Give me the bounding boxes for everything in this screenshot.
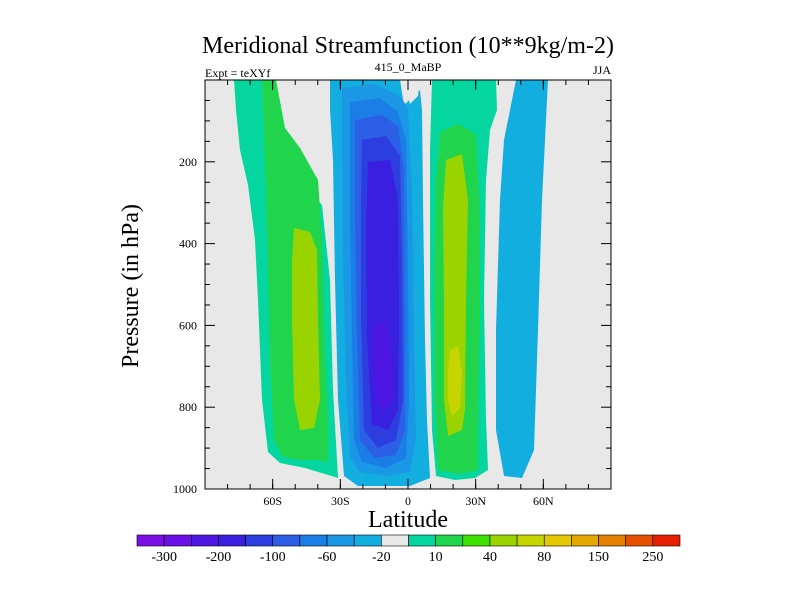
nh-cell-peak <box>448 346 462 416</box>
colorbar-label: -100 <box>260 550 286 565</box>
colorbar-swatch <box>326 534 355 547</box>
colorbar-label: -300 <box>151 550 177 565</box>
colorbar-label: -200 <box>206 550 232 565</box>
subtitle-center: 415_0_MaBP <box>375 60 442 74</box>
colorbar-label: -20 <box>372 550 391 565</box>
y-tick-label: 600 <box>179 318 197 332</box>
x-axis-label: Latitude <box>368 507 448 533</box>
contour-fills <box>234 80 548 486</box>
y-tick-label: 1000 <box>173 482 197 496</box>
colorbar-swatch <box>543 534 572 547</box>
subtitle-right: JJA <box>593 63 611 77</box>
colorbar-swatch <box>353 534 382 547</box>
nh-polar-cell <box>496 80 548 478</box>
colorbar-swatch <box>435 534 464 547</box>
colorbar-swatch <box>299 534 328 547</box>
equator-gap <box>403 80 420 104</box>
x-tick-label: 30S <box>331 494 350 508</box>
colorbar-label: 10 <box>429 550 443 565</box>
y-tick-label: 200 <box>179 155 197 169</box>
colorbar-label: 150 <box>588 550 609 565</box>
chart-title: Meridional Streamfunction (10**9kg/m-2) <box>202 33 614 59</box>
sh-cell-core <box>292 228 320 430</box>
colorbar-swatch <box>462 534 491 547</box>
colorbar-swatch <box>163 534 192 547</box>
x-axis: 60S 30S 0 30N 60N <box>204 80 612 508</box>
subtitle-left: Expt = teXYf <box>205 66 270 80</box>
colorbar-swatch <box>625 534 654 547</box>
colorbar-swatch <box>136 534 165 547</box>
colorbar-swatch <box>652 534 681 547</box>
colorbar-label: 80 <box>537 550 551 565</box>
colorbar-swatch <box>245 534 274 547</box>
x-tick-label: 60N <box>533 494 554 508</box>
colorbar-swatch <box>516 534 545 547</box>
colorbar-swatch <box>571 534 599 547</box>
colorbar-swatch <box>408 534 436 547</box>
hadley-core <box>374 322 392 410</box>
y-axis: 200 400 600 800 1000 <box>173 99 611 496</box>
colorbar-label: 40 <box>483 550 497 565</box>
x-tick-label: 0 <box>405 494 411 508</box>
y-axis-label: Pressure (in hPa) <box>118 204 144 368</box>
colorbar-label: -60 <box>318 550 337 565</box>
colorbar-swatch <box>272 534 301 547</box>
x-tick-label: 60S <box>263 494 282 508</box>
colorbar-swatch <box>598 534 626 547</box>
colorbar: -300 -200 -100 -60 -20 10 40 80 150 250 <box>136 534 681 565</box>
y-tick-label: 800 <box>179 400 197 414</box>
y-tick-label: 400 <box>179 237 197 251</box>
x-tick-label: 30N <box>465 494 486 508</box>
colorbar-swatch <box>218 534 246 547</box>
colorbar-swatch <box>489 534 518 547</box>
colorbar-label: 250 <box>642 550 663 565</box>
colorbar-swatch <box>191 534 219 547</box>
colorbar-swatch <box>381 534 409 547</box>
